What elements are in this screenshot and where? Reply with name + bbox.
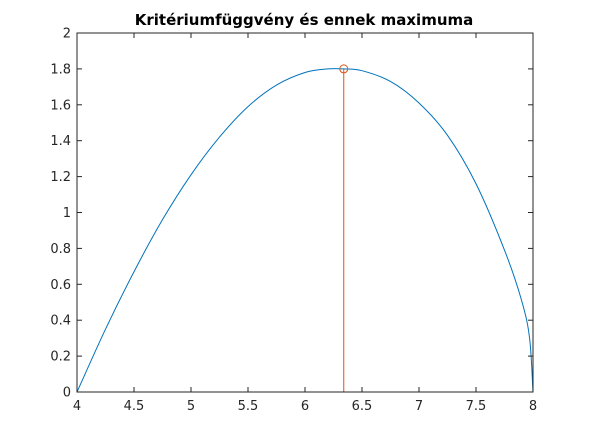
axes-box bbox=[76, 32, 534, 393]
y-tick-label: 2 bbox=[63, 27, 71, 42]
x-tick-label: 7.5 bbox=[466, 399, 487, 414]
series-line bbox=[76, 68, 534, 393]
x-tick-label: 6 bbox=[301, 399, 309, 414]
x-axis: 4 4.5 5 5.5 6 6.5 7 7.5 8 bbox=[73, 33, 537, 414]
x-tick-label: 7 bbox=[415, 399, 423, 414]
y-tick-label: 0.4 bbox=[50, 314, 71, 329]
y-tick-label: 1.6 bbox=[50, 98, 71, 113]
y-tick-label: 0.8 bbox=[50, 242, 71, 257]
x-tick-label: 5.5 bbox=[238, 399, 259, 414]
y-tick-label: 1.8 bbox=[50, 62, 71, 77]
maximum-marker bbox=[339, 64, 349, 74]
y-tick-label: 1.2 bbox=[50, 170, 71, 185]
x-tick-label: 4 bbox=[73, 399, 81, 414]
plot-layer bbox=[76, 64, 534, 393]
y-tick-label: 1.4 bbox=[50, 134, 71, 149]
y-axis: 0 0.2 0.4 0.6 0.8 1 1.2 1.4 1.6 1.8 2 bbox=[50, 27, 533, 401]
y-tick-label: 0.6 bbox=[50, 278, 71, 293]
x-tick-label: 6.5 bbox=[352, 399, 373, 414]
y-tick-label: 1 bbox=[63, 206, 71, 221]
chart-title: Kritériumfüggvény és ennek maximuma bbox=[135, 11, 474, 29]
x-tick-label: 8 bbox=[529, 399, 537, 414]
y-tick-label: 0.2 bbox=[50, 350, 71, 365]
x-tick-label: 5 bbox=[187, 399, 195, 414]
y-tick-label: 0 bbox=[63, 386, 71, 401]
x-tick-label: 4.5 bbox=[124, 399, 145, 414]
